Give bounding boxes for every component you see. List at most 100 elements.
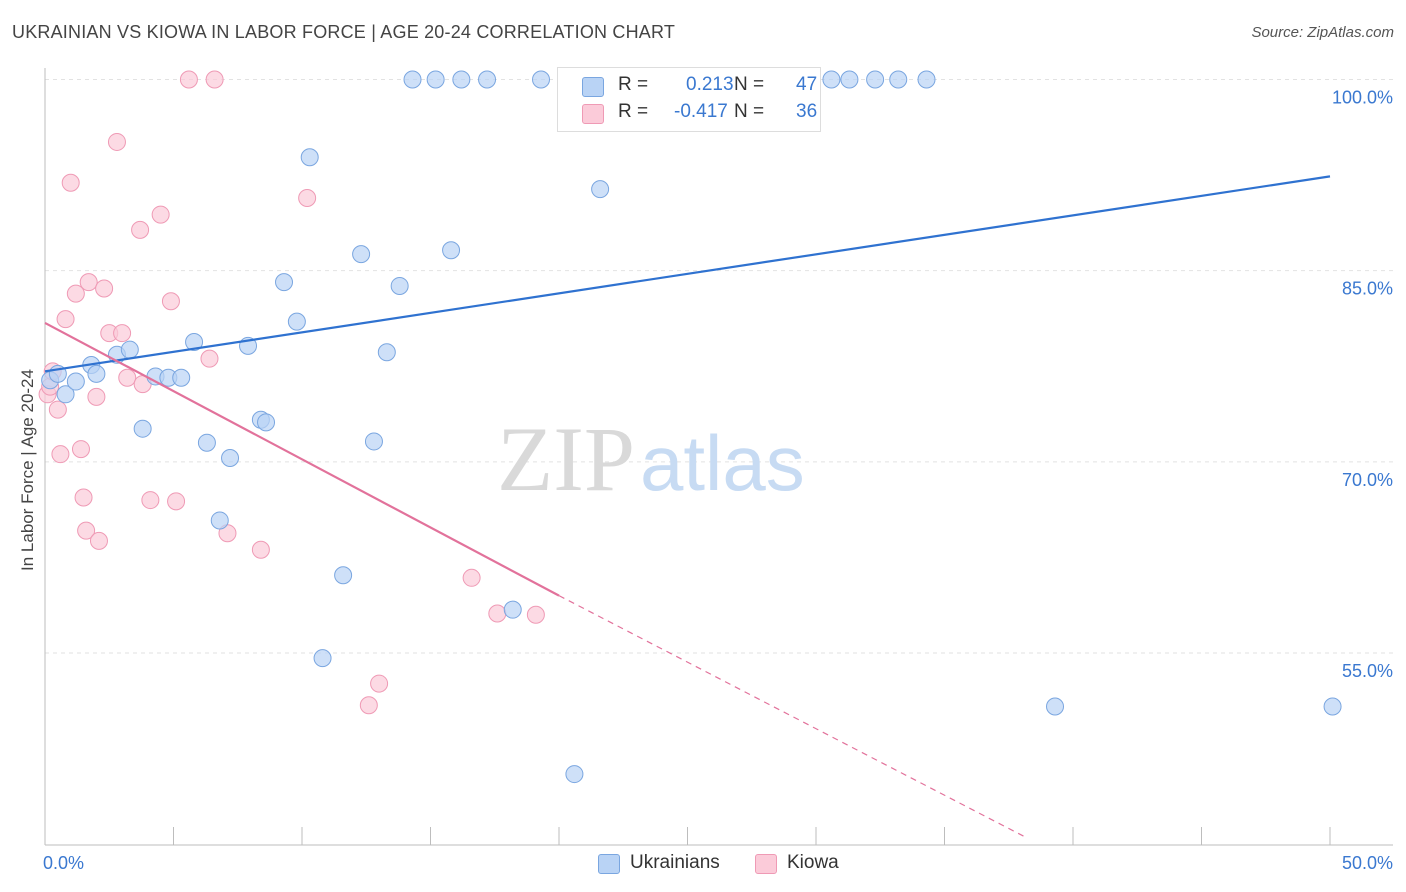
- ukrainians-point: [120, 340, 139, 359]
- kiowa-point: [56, 310, 75, 329]
- ukrainians-point: [133, 419, 152, 438]
- ukrainians-point: [591, 180, 610, 199]
- ukrainians-point: [426, 70, 445, 89]
- ukrainians-point: [300, 148, 319, 167]
- ukrainians-point: [221, 449, 240, 468]
- kiowa-point: [89, 531, 108, 550]
- kiowa-point: [167, 492, 186, 511]
- kiowa-trend-line: [44, 321, 560, 597]
- ukrainians-point: [172, 368, 191, 387]
- ukrainians-point: [866, 70, 885, 89]
- kiowa-point: [488, 604, 507, 623]
- kiowa-point: [298, 189, 317, 208]
- kiowa-point: [77, 521, 96, 540]
- kiowa-point: [251, 540, 270, 559]
- x-tick-label: 0.0%: [43, 853, 84, 873]
- legend-r-value-kiowa: -0.417: [674, 101, 728, 122]
- ukrainians-point: [87, 364, 106, 383]
- ukrainians-point: [364, 432, 383, 451]
- ukrainians-point: [442, 241, 461, 260]
- kiowa-points: [38, 70, 545, 715]
- ukrainians-point: [1323, 697, 1342, 716]
- ukrainians-point: [390, 276, 409, 295]
- watermark-atlas: atlas: [640, 419, 805, 507]
- kiowa-point: [61, 173, 80, 192]
- kiowa-trend-extension: [558, 595, 1028, 839]
- ukrainians-point: [210, 511, 229, 530]
- kiowa-point: [74, 488, 93, 507]
- bottom-legend-label-kiowa: Kiowa: [787, 852, 839, 873]
- kiowa-point: [71, 440, 90, 459]
- bottom-legend-label-ukrainians: Ukrainians: [630, 852, 720, 873]
- kiowa-point: [462, 568, 481, 587]
- kiowa-point: [48, 400, 67, 419]
- legend-n-label: N =: [734, 101, 765, 122]
- kiowa-point: [151, 205, 170, 224]
- correlation-legend: R = 0.213 N = 47 R = -0.417 N = 36: [557, 67, 821, 132]
- legend-r-label: R =: [618, 101, 649, 122]
- kiowa-point: [205, 70, 224, 89]
- kiowa-point: [200, 349, 219, 368]
- ukrainians-point: [403, 70, 422, 89]
- ukrainians-points: [41, 70, 1342, 784]
- ukrainians-point: [840, 70, 859, 89]
- x-tick-label: 50.0%: [1342, 853, 1393, 873]
- ukrainians-point: [889, 70, 908, 89]
- kiowa-point: [179, 70, 198, 89]
- ukrainians-point: [313, 649, 332, 668]
- kiowa-point: [526, 605, 545, 624]
- kiowa-point: [141, 491, 160, 510]
- legend-swatch-ukrainians: [582, 77, 604, 97]
- y-tick-label: 85.0%: [1342, 279, 1393, 299]
- gridlines: [45, 79, 1393, 654]
- ukrainians-point: [197, 433, 216, 452]
- trend-lines: [44, 175, 1331, 839]
- ukrainians-point: [275, 273, 294, 292]
- ukrainians-point: [822, 70, 841, 89]
- ukrainians-point: [56, 385, 75, 404]
- legend-n-value-ukrainians: 47: [796, 74, 818, 95]
- bottom-legend-swatch-kiowa: [755, 854, 777, 874]
- ukrainians-point: [478, 70, 497, 89]
- watermark: ZIP atlas: [497, 408, 805, 510]
- ukrainians-point: [185, 333, 204, 352]
- legend-n-value-kiowa: 36: [796, 101, 818, 122]
- axes: [44, 68, 1393, 846]
- ukrainians-point: [917, 70, 936, 89]
- ukrainians-point: [287, 312, 306, 331]
- kiowa-point: [359, 696, 378, 715]
- legend-r-label: R =: [618, 74, 649, 95]
- kiowa-point: [51, 445, 70, 464]
- kiowa-point: [118, 368, 137, 387]
- kiowa-point: [87, 387, 106, 406]
- bottom-legend-swatch-ukrainians: [598, 854, 620, 874]
- y-tick-label: 55.0%: [1342, 661, 1393, 681]
- y-tick-label: 100.0%: [1332, 88, 1393, 108]
- legend-swatch-kiowa: [582, 104, 604, 124]
- ukrainians-point: [532, 70, 551, 89]
- ukrainians-point: [334, 566, 353, 585]
- ukrainians-point: [503, 600, 522, 619]
- ukrainians-point: [1046, 697, 1065, 716]
- tick-labels: 100.0% 85.0% 70.0% 55.0% 0.0% 50.0%: [43, 88, 1393, 874]
- kiowa-point: [66, 284, 85, 303]
- legend-r-value-ukrainians: 0.213: [686, 74, 734, 95]
- kiowa-point: [131, 220, 150, 239]
- kiowa-point: [107, 132, 126, 151]
- ukrainians-point: [257, 413, 276, 432]
- y-tick-label: 70.0%: [1342, 470, 1393, 490]
- ukrainians-point: [377, 343, 396, 362]
- kiowa-point: [113, 324, 132, 343]
- kiowa-point: [95, 279, 114, 298]
- chart-title: UKRAINIAN VS KIOWA IN LABOR FORCE | AGE …: [12, 22, 676, 42]
- kiowa-point: [161, 292, 180, 311]
- kiowa-point: [370, 674, 389, 693]
- kiowa-point: [79, 273, 98, 292]
- ukrainians-point: [452, 70, 471, 89]
- source-label: Source: ZipAtlas.com: [1251, 24, 1394, 41]
- ukrainians-trend-line: [44, 175, 1331, 373]
- ukrainians-point: [565, 765, 584, 784]
- legend-n-label: N =: [734, 74, 765, 95]
- y-axis-label: In Labor Force | Age 20-24: [18, 369, 37, 571]
